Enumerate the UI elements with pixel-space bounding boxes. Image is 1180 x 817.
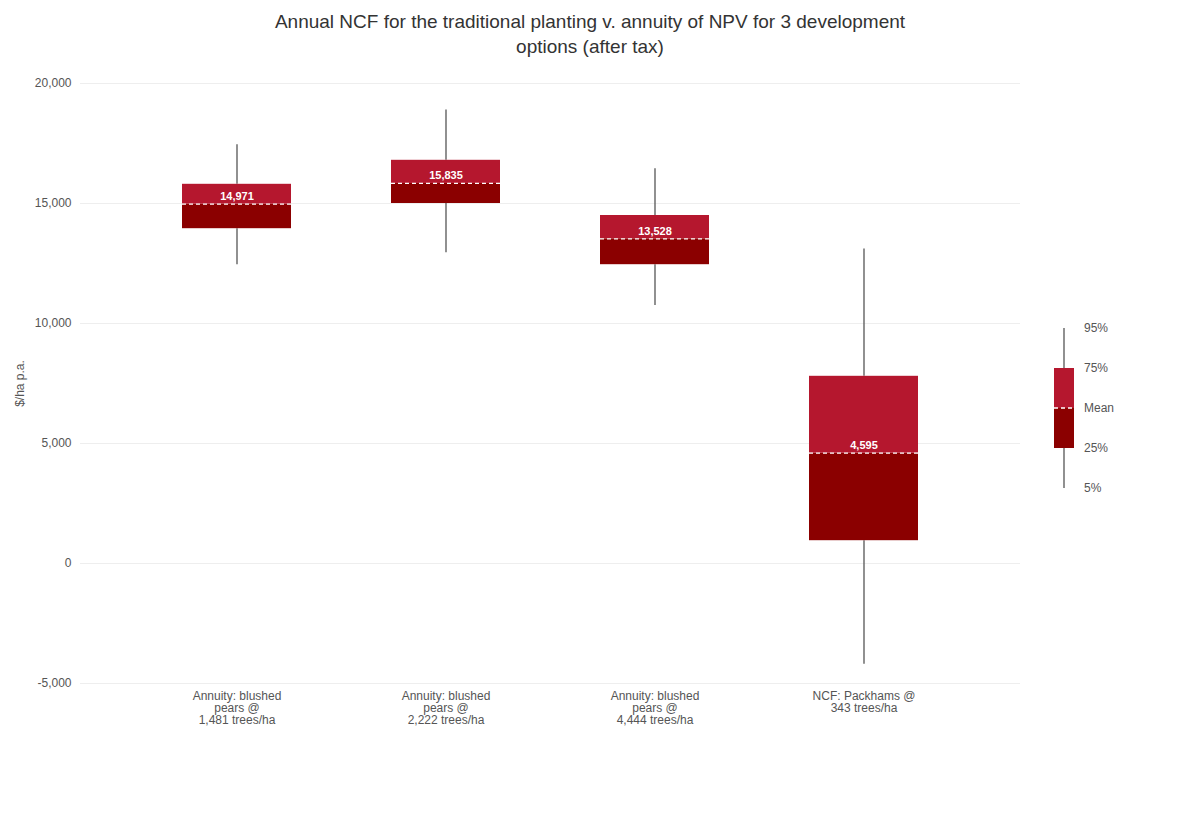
svg-text:5%: 5%	[1084, 482, 1102, 496]
svg-text:10,000: 10,000	[35, 317, 72, 331]
svg-text:-5,000: -5,000	[37, 677, 71, 691]
svg-text:25%: 25%	[1084, 442, 1108, 456]
svg-text:15,835: 15,835	[429, 170, 463, 182]
svg-text:Annuity: blushedpears @1,481 t: Annuity: blushedpears @1,481 trees/ha	[193, 689, 282, 727]
svg-text:Annuity: blushedpears @4,444 t: Annuity: blushedpears @4,444 trees/ha	[611, 689, 700, 727]
svg-text:Annuity: blushedpears @2,222 t: Annuity: blushedpears @2,222 trees/ha	[402, 689, 491, 727]
svg-text:20,000: 20,000	[35, 77, 72, 91]
svg-text:15,000: 15,000	[35, 197, 72, 211]
svg-text:13,528: 13,528	[638, 225, 672, 237]
svg-text:75%: 75%	[1084, 362, 1108, 376]
svg-text:14,971: 14,971	[220, 191, 254, 203]
svg-text:4,595: 4,595	[850, 440, 878, 452]
svg-text:Mean: Mean	[1084, 402, 1114, 416]
html-text:Annual NCF for the traditional: Annual NCF for the traditional planting …	[274, 11, 906, 57]
svg-text:0: 0	[65, 557, 72, 571]
svg-text:$/ha p.a.: $/ha p.a.	[13, 361, 27, 408]
svg-text:95%: 95%	[1084, 322, 1108, 336]
svg-text:NCF: Packhams @343 trees/ha: NCF: Packhams @343 trees/ha	[813, 689, 916, 715]
svg-text:5,000: 5,000	[41, 437, 71, 451]
